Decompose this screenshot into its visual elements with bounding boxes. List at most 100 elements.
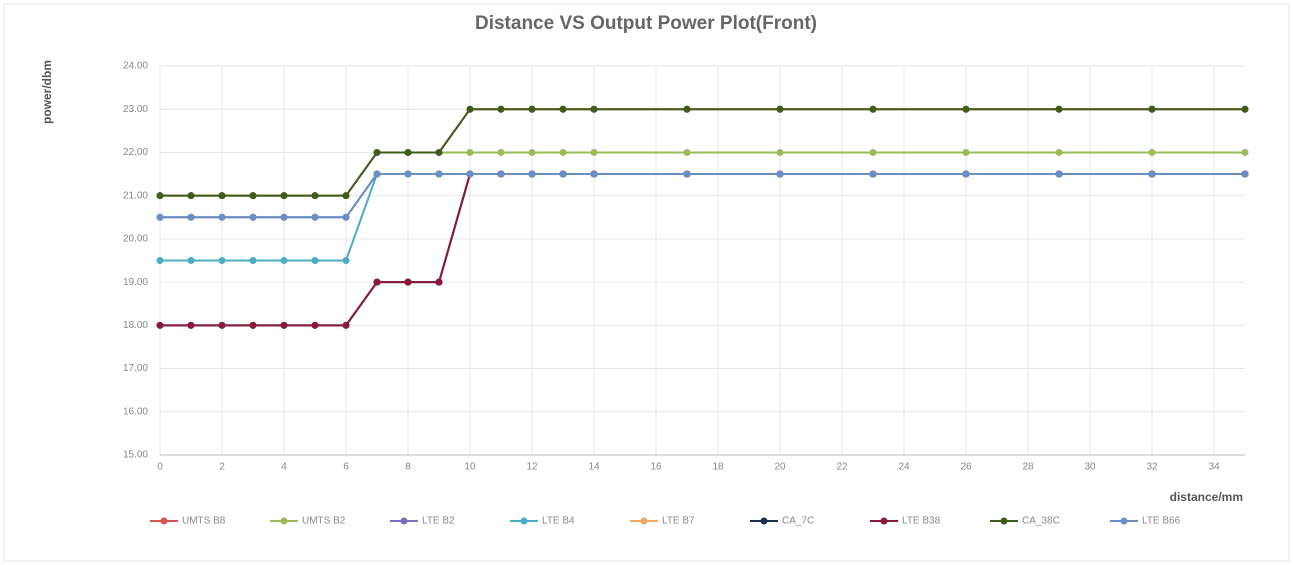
point — [156, 257, 164, 264]
point — [156, 192, 164, 200]
point — [280, 321, 288, 329]
y-tick-label: 15.00 — [123, 450, 148, 461]
x-tick-label: 2 — [219, 462, 225, 473]
y-tick-label: 23.00 — [123, 104, 148, 115]
point — [776, 105, 784, 113]
point — [1055, 105, 1063, 113]
y-tick-label: 24.00 — [123, 61, 148, 72]
point — [528, 148, 536, 156]
point — [1148, 170, 1156, 178]
point — [776, 148, 784, 156]
point — [590, 170, 598, 178]
x-tick-label: 10 — [464, 462, 476, 473]
point — [280, 213, 288, 221]
point — [1055, 148, 1063, 156]
point — [373, 148, 381, 156]
y-tick-label: 21.00 — [123, 190, 148, 201]
point — [249, 213, 257, 221]
point — [311, 257, 319, 264]
point — [962, 170, 970, 178]
point — [218, 192, 226, 200]
point — [311, 213, 319, 221]
point — [590, 148, 598, 156]
point — [218, 213, 226, 221]
point — [187, 213, 195, 221]
legend-marker — [640, 517, 648, 525]
y-tick-label: 18.00 — [123, 320, 148, 331]
x-tick-label: 6 — [343, 462, 349, 473]
x-tick-label: 12 — [526, 462, 538, 473]
point — [1148, 148, 1156, 156]
legend-label: CA_38C — [1022, 516, 1060, 527]
legend-label: UMTS B8 — [182, 516, 226, 527]
point — [1148, 105, 1156, 113]
point — [1241, 148, 1249, 156]
point — [497, 148, 505, 156]
x-tick-label: 26 — [960, 462, 972, 473]
point — [559, 170, 567, 178]
point — [342, 321, 350, 329]
point — [528, 105, 536, 113]
legend-marker — [1120, 517, 1128, 525]
legend-label: LTE B66 — [1142, 516, 1181, 527]
point — [497, 170, 505, 178]
point — [187, 257, 195, 264]
point — [435, 278, 443, 286]
x-tick-label: 18 — [712, 462, 724, 473]
point — [776, 170, 784, 178]
legend-marker — [400, 517, 408, 525]
point — [218, 321, 226, 329]
point — [869, 105, 877, 113]
legend-label: LTE B7 — [662, 516, 695, 527]
x-tick-label: 16 — [650, 462, 662, 473]
legend-label: LTE B2 — [422, 516, 455, 527]
x-tick-label: 0 — [157, 462, 163, 473]
point — [404, 278, 412, 286]
series-line — [160, 173, 1245, 219]
point — [1241, 170, 1249, 178]
x-tick-label: 14 — [588, 462, 600, 473]
y-tick-label: 16.00 — [123, 406, 148, 417]
point — [311, 321, 319, 329]
point — [373, 278, 381, 286]
y-tick-label: 17.00 — [123, 363, 148, 374]
series-line — [160, 108, 1245, 197]
x-tick-label: 22 — [836, 462, 848, 473]
point — [683, 148, 691, 156]
point — [466, 170, 474, 178]
legend-label: LTE B4 — [542, 516, 575, 527]
point — [342, 213, 350, 221]
point — [342, 192, 350, 200]
point — [962, 105, 970, 113]
point — [373, 170, 381, 178]
x-tick-label: 28 — [1022, 462, 1034, 473]
point — [683, 105, 691, 113]
x-tick-label: 4 — [281, 462, 287, 473]
point — [342, 257, 350, 264]
point — [156, 321, 164, 329]
point — [1241, 105, 1249, 113]
legend-marker — [880, 517, 888, 525]
point — [559, 148, 567, 156]
legend-label: CA_7C — [782, 516, 814, 527]
point — [590, 105, 598, 113]
x-tick-label: 30 — [1084, 462, 1096, 473]
point — [187, 321, 195, 329]
point — [187, 192, 195, 200]
y-tick-label: 19.00 — [123, 277, 148, 288]
x-axis-label: distance/mm — [1170, 490, 1243, 504]
x-tick-label: 32 — [1146, 462, 1158, 473]
point — [404, 148, 412, 156]
point — [497, 105, 505, 113]
point — [249, 257, 257, 264]
legend-label: LTE B38 — [902, 516, 941, 527]
point — [869, 148, 877, 156]
point — [869, 170, 877, 178]
point — [156, 213, 164, 221]
point — [528, 170, 536, 178]
y-tick-label: 22.00 — [123, 147, 148, 158]
legend-marker — [760, 517, 768, 525]
x-tick-label: 8 — [405, 462, 411, 473]
x-tick-label: 24 — [898, 462, 910, 473]
x-tick-label: 20 — [774, 462, 786, 473]
